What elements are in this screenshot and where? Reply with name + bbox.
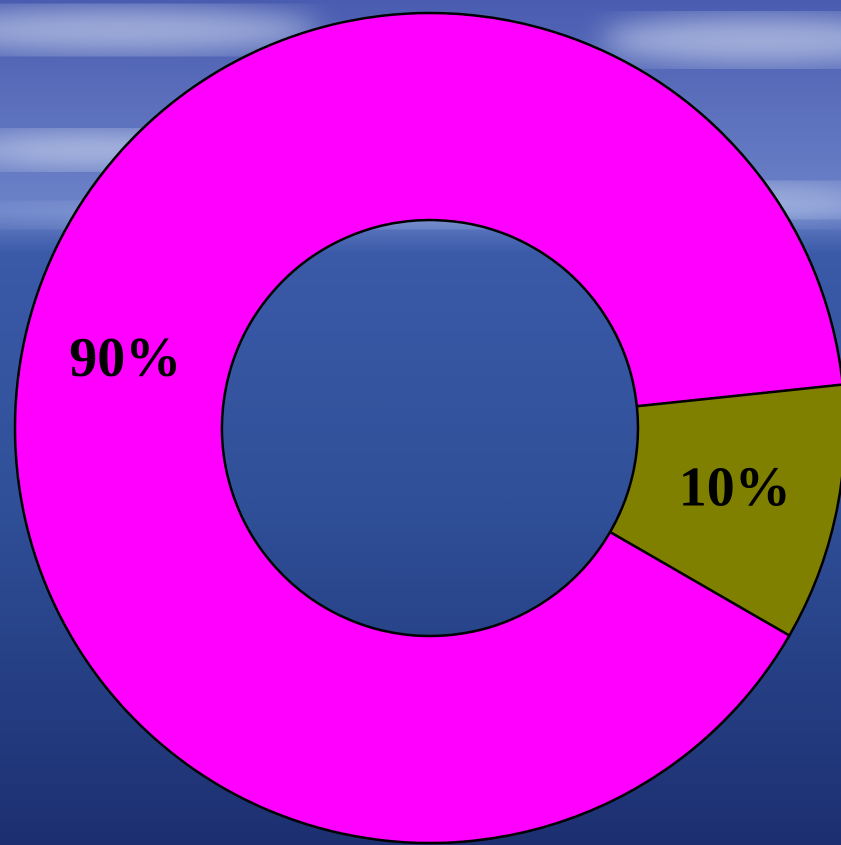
value-label: 10% xyxy=(679,457,791,519)
plot: 90% 10% xyxy=(13,11,841,845)
value-label: 90% xyxy=(69,327,181,389)
slice xyxy=(13,11,841,845)
slice xyxy=(608,383,841,638)
